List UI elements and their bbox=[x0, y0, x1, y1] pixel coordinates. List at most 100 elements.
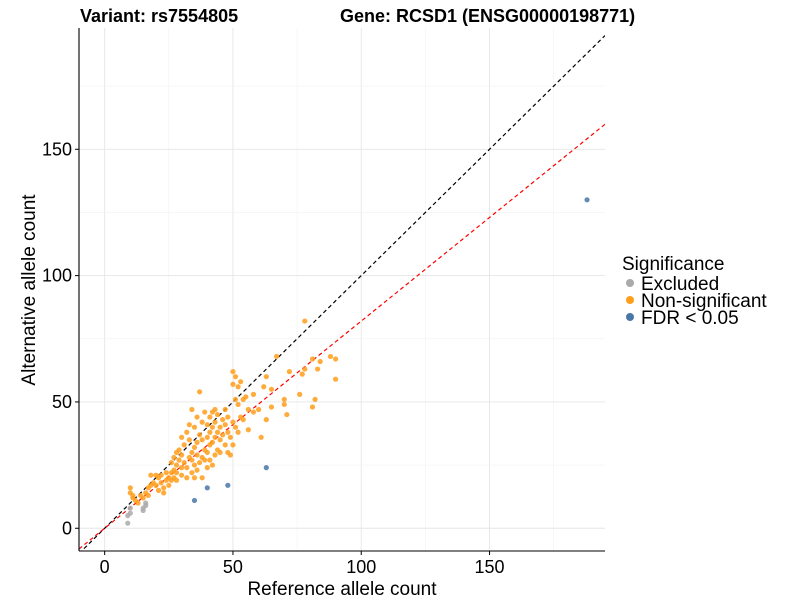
data-point bbox=[273, 353, 280, 360]
data-point bbox=[194, 452, 200, 458]
legend-key bbox=[626, 279, 634, 287]
data-point bbox=[161, 485, 167, 491]
data-point bbox=[191, 475, 198, 481]
data-point bbox=[268, 404, 275, 410]
data-point bbox=[286, 369, 292, 375]
data-points bbox=[125, 197, 590, 526]
data-point bbox=[227, 452, 233, 458]
data-point bbox=[232, 424, 239, 430]
data-point bbox=[173, 470, 180, 476]
data-point bbox=[202, 457, 208, 463]
data-point bbox=[189, 470, 195, 476]
data-point bbox=[189, 406, 195, 413]
data-point bbox=[171, 454, 177, 461]
data-point bbox=[212, 452, 218, 458]
data-point bbox=[196, 459, 203, 466]
data-point bbox=[217, 449, 223, 456]
data-point bbox=[127, 510, 133, 516]
data-point bbox=[191, 462, 198, 468]
data-point bbox=[230, 419, 236, 425]
data-point bbox=[250, 409, 257, 415]
data-point bbox=[158, 480, 164, 486]
data-point bbox=[196, 432, 203, 438]
legend-title: Significance bbox=[622, 254, 724, 275]
series-fdr-0-05 bbox=[191, 197, 590, 504]
legend-label: Excluded bbox=[641, 274, 719, 295]
data-point bbox=[222, 406, 228, 413]
data-point bbox=[191, 424, 198, 430]
data-point bbox=[207, 457, 213, 463]
data-point bbox=[240, 417, 246, 423]
data-point bbox=[230, 442, 236, 448]
data-point bbox=[261, 384, 267, 390]
data-point bbox=[230, 369, 236, 375]
data-point bbox=[256, 406, 262, 413]
data-point bbox=[184, 465, 190, 471]
data-point bbox=[332, 356, 339, 362]
data-point bbox=[263, 417, 269, 423]
data-point bbox=[207, 429, 213, 435]
data-point bbox=[245, 406, 251, 413]
data-point bbox=[232, 396, 239, 403]
data-point bbox=[222, 442, 228, 448]
data-point bbox=[220, 432, 226, 438]
data-point bbox=[204, 465, 210, 471]
data-point bbox=[173, 477, 180, 483]
data-point bbox=[199, 437, 205, 443]
data-point bbox=[222, 422, 228, 428]
data-point bbox=[235, 384, 241, 390]
y-tick-label: 50 bbox=[52, 392, 72, 412]
data-point bbox=[217, 437, 223, 443]
data-point bbox=[302, 318, 308, 324]
data-point bbox=[140, 495, 146, 501]
data-point bbox=[327, 353, 334, 360]
data-point bbox=[284, 411, 290, 418]
data-point bbox=[204, 449, 210, 456]
y-axis-title: Alternative allele count bbox=[19, 194, 40, 386]
data-point bbox=[238, 379, 244, 385]
legend: Significance ExcludedNon-significantFDR … bbox=[622, 254, 767, 329]
data-point bbox=[173, 462, 180, 468]
data-point bbox=[166, 482, 172, 488]
data-point bbox=[207, 414, 213, 420]
data-point bbox=[153, 482, 159, 488]
data-point bbox=[179, 452, 185, 458]
data-point bbox=[217, 424, 223, 430]
data-point bbox=[297, 391, 303, 397]
data-point bbox=[268, 386, 275, 392]
data-point bbox=[263, 465, 269, 471]
data-point bbox=[235, 429, 241, 435]
data-point bbox=[155, 487, 162, 493]
data-point bbox=[309, 356, 316, 362]
x-tick-label: 150 bbox=[475, 557, 505, 577]
data-point bbox=[191, 444, 198, 451]
data-point bbox=[181, 442, 187, 448]
data-point bbox=[209, 439, 216, 445]
data-point bbox=[258, 434, 264, 440]
data-point bbox=[315, 366, 321, 372]
data-point bbox=[230, 381, 236, 387]
data-point bbox=[204, 485, 210, 491]
data-point bbox=[312, 396, 318, 403]
series-non-significant bbox=[127, 318, 339, 506]
data-point bbox=[127, 505, 133, 511]
data-point bbox=[263, 374, 269, 380]
data-point bbox=[163, 470, 169, 476]
data-point bbox=[184, 429, 190, 435]
legend-label: Non-significant bbox=[641, 291, 767, 312]
data-point bbox=[212, 419, 218, 425]
data-point bbox=[317, 358, 323, 365]
legend-label: FDR < 0.05 bbox=[641, 308, 739, 329]
data-point bbox=[281, 396, 287, 403]
data-point bbox=[235, 401, 241, 408]
data-point bbox=[130, 492, 136, 499]
y-tick-label: 100 bbox=[42, 266, 72, 286]
data-point bbox=[281, 401, 287, 408]
data-point bbox=[199, 419, 205, 425]
data-point bbox=[176, 457, 182, 463]
data-point bbox=[225, 482, 231, 488]
data-point bbox=[127, 485, 133, 491]
data-point bbox=[204, 434, 210, 440]
data-point bbox=[143, 500, 149, 506]
